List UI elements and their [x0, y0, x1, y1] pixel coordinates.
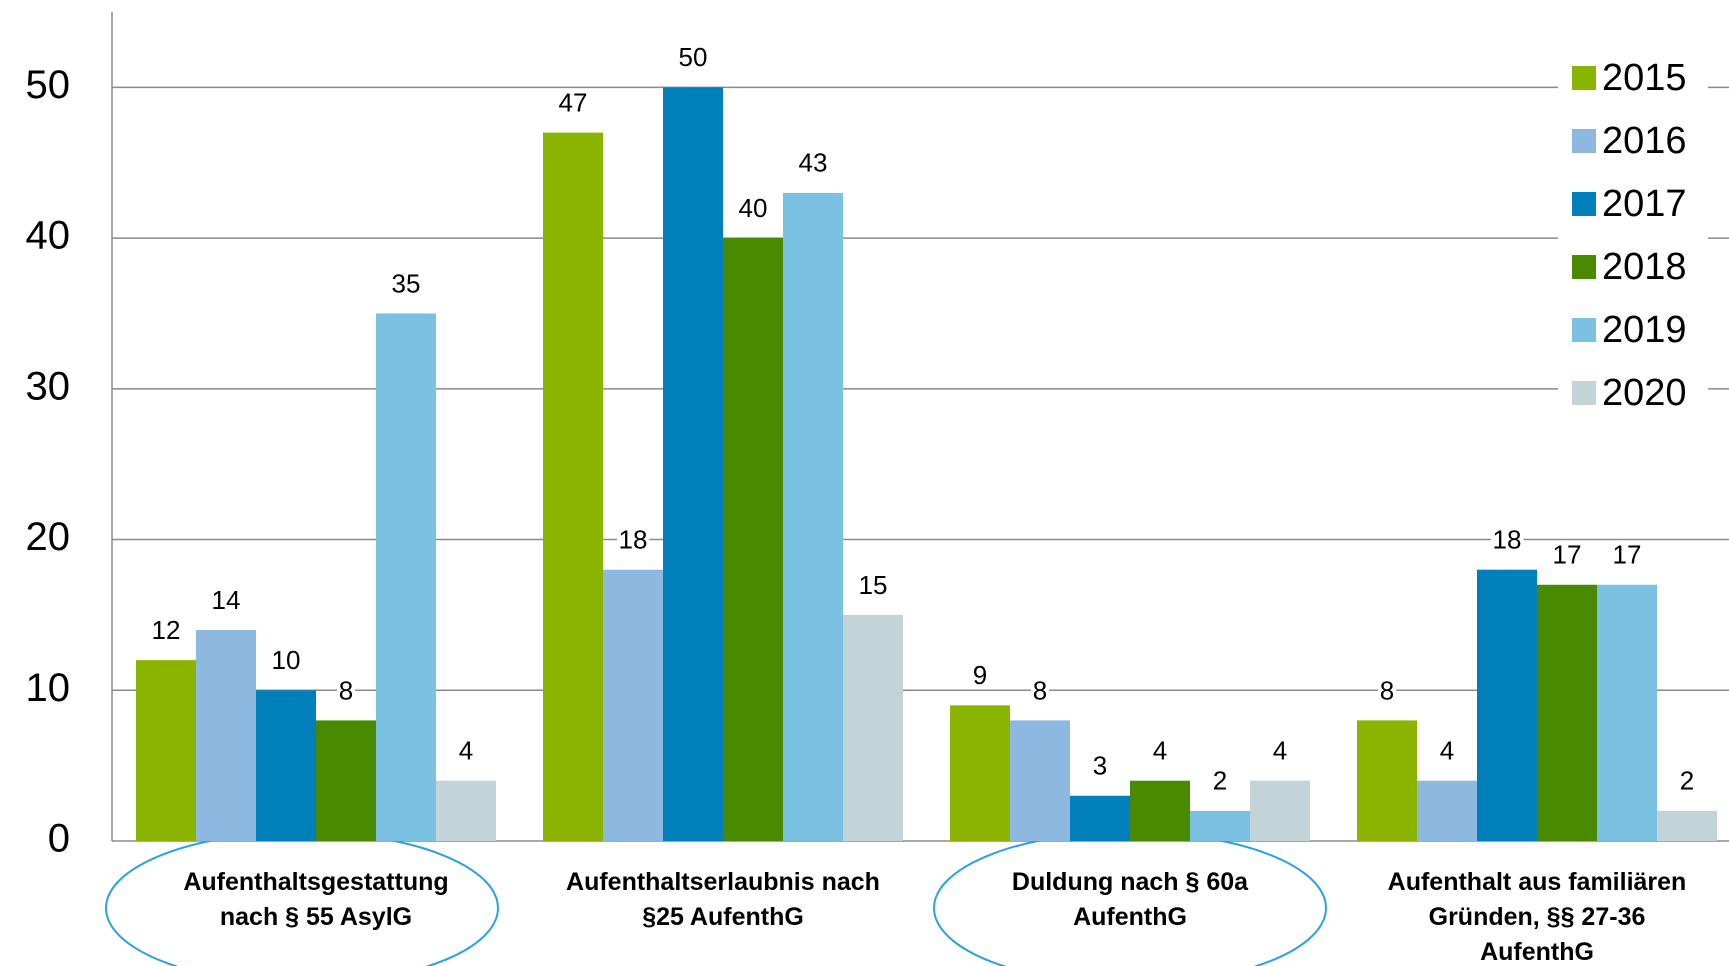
data-label: 40 — [739, 193, 768, 223]
data-label: 4 — [1440, 736, 1454, 766]
legend-swatch — [1572, 129, 1596, 153]
y-tick-label: 0 — [48, 817, 70, 861]
legend-label: 2016 — [1602, 120, 1687, 162]
data-label: 12 — [152, 615, 181, 645]
x-tick-label: Duldung nach § 60a AufenthG — [1012, 868, 1249, 931]
bar — [603, 569, 663, 841]
bar — [1010, 720, 1070, 841]
data-label: 17 — [1553, 540, 1582, 570]
data-label: 47 — [559, 87, 588, 117]
legend-label: 2020 — [1602, 372, 1687, 414]
legend-label: 2017 — [1602, 183, 1687, 225]
data-label: 50 — [679, 42, 708, 72]
highlight-ellipse — [933, 831, 1327, 966]
legend-background — [1558, 48, 1708, 426]
legend-swatch — [1572, 381, 1596, 405]
data-label: 8 — [1033, 675, 1047, 705]
bar — [1417, 780, 1477, 841]
data-label: 9 — [973, 660, 987, 690]
data-label: 17 — [1613, 540, 1642, 570]
bar — [316, 720, 376, 841]
data-label: 2 — [1680, 766, 1694, 796]
bar — [376, 313, 436, 841]
data-label: 4 — [1153, 736, 1167, 766]
data-label: 8 — [339, 675, 353, 705]
data-label: 4 — [1273, 736, 1287, 766]
data-label: 43 — [799, 148, 828, 178]
x-tick-label: Aufenthaltsgestattung nach § 55 AsylG — [183, 868, 448, 931]
bar — [950, 705, 1010, 841]
bar — [1190, 810, 1250, 841]
data-label: 35 — [392, 268, 421, 298]
bar — [1070, 795, 1130, 841]
data-label: 15 — [859, 570, 888, 600]
data-label: 4 — [459, 736, 473, 766]
bar — [256, 690, 316, 841]
bar — [196, 629, 256, 841]
bar — [843, 614, 903, 841]
x-tick-label: Aufenthalt aus familiären Gründen, §§ 27-… — [1388, 868, 1687, 966]
legend-label: 2018 — [1602, 246, 1687, 288]
bar — [1477, 569, 1537, 841]
legend-label: 2015 — [1602, 57, 1687, 99]
bar — [1357, 720, 1417, 841]
bar — [1250, 780, 1310, 841]
y-tick-label: 20 — [26, 515, 71, 559]
bar — [543, 132, 603, 842]
data-label: 18 — [1493, 525, 1522, 555]
bar — [783, 192, 843, 841]
bar — [136, 660, 196, 841]
data-label: 10 — [272, 645, 301, 675]
bar — [1657, 810, 1717, 841]
bar — [1537, 584, 1597, 841]
y-tick-label: 40 — [26, 214, 71, 258]
y-tick-label: 50 — [26, 63, 71, 107]
legend-label: 2019 — [1602, 309, 1687, 351]
legend-swatch — [1572, 192, 1596, 216]
bar — [1597, 584, 1657, 841]
legend-swatch — [1572, 255, 1596, 279]
legend-swatch — [1572, 318, 1596, 342]
legend-swatch — [1572, 66, 1596, 90]
data-label: 2 — [1213, 766, 1227, 796]
data-label: 18 — [619, 525, 648, 555]
y-tick-label: 30 — [26, 364, 71, 408]
bar — [663, 87, 723, 841]
data-label: 3 — [1093, 751, 1107, 781]
data-label: 8 — [1380, 675, 1394, 705]
x-tick-label: Aufenthaltserlaubnis nach §25 AufenthG — [566, 868, 880, 931]
bar — [723, 238, 783, 841]
bar — [1130, 780, 1190, 841]
highlight-ellipse — [105, 831, 499, 966]
y-tick-label: 10 — [26, 666, 71, 710]
bar — [436, 780, 496, 841]
data-label: 14 — [212, 585, 241, 615]
